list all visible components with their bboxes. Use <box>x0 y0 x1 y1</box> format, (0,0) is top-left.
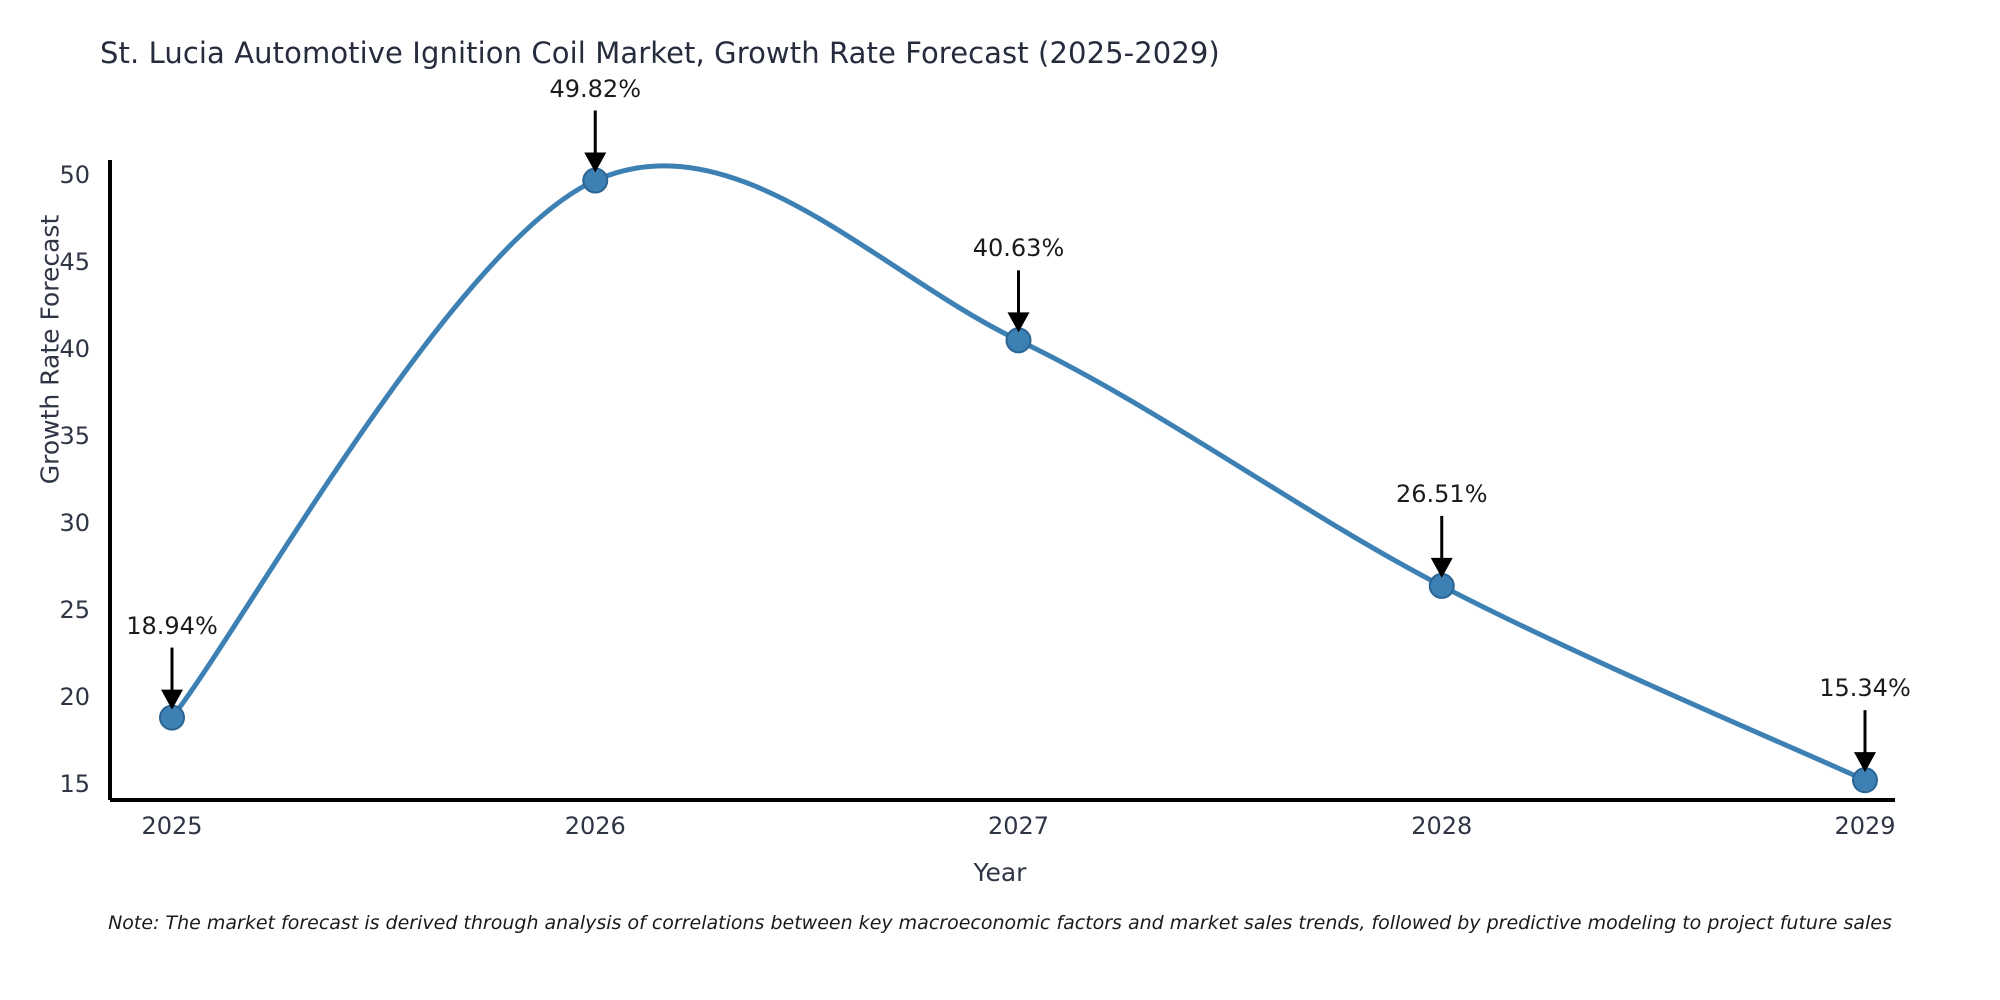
y-tick-label: 35 <box>59 422 90 451</box>
annotation-arrow-head <box>1430 557 1453 578</box>
axis-spines <box>108 160 1895 802</box>
y-tick-label: 15 <box>59 770 90 799</box>
x-tick-label: 2028 <box>1411 812 1473 840</box>
data-point-label: 40.63% <box>972 234 1065 263</box>
x-tick-label: 2025 <box>141 812 203 840</box>
data-series-line <box>169 163 1868 783</box>
x-tick-label: 2027 <box>987 812 1050 840</box>
y-tick-label: 20 <box>59 683 90 712</box>
y-tick-label: 50 <box>59 161 90 190</box>
annotation-arrows <box>161 110 1876 773</box>
x-tick-label: 2026 <box>564 812 626 840</box>
data-point-markers <box>159 167 1878 794</box>
y-tick-label: 30 <box>59 509 90 538</box>
y-tick-label: 25 <box>59 596 90 625</box>
data-point-label: 26.51% <box>1395 479 1488 508</box>
chart-footnote: Note: The market forecast is derived thr… <box>108 912 1892 934</box>
annotation-arrow-head <box>584 152 607 173</box>
series-polyline <box>169 163 1868 783</box>
annotation-arrow-head <box>161 689 183 710</box>
annotation-arrow-head <box>1854 752 1876 773</box>
data-point-label: 15.34% <box>1819 674 1911 703</box>
data-point-label: 18.94% <box>126 611 218 640</box>
x-tick-label: 2029 <box>1834 812 1896 840</box>
data-point-label: 49.82% <box>549 74 641 103</box>
page-title: St. Lucia Automotive Ignition Coil Marke… <box>100 36 1220 70</box>
x-axis-title: Year <box>973 858 1027 887</box>
annotation-arrow-head <box>1007 312 1030 333</box>
y-tick-label: 45 <box>59 248 90 277</box>
y-tick-label: 40 <box>59 335 90 364</box>
